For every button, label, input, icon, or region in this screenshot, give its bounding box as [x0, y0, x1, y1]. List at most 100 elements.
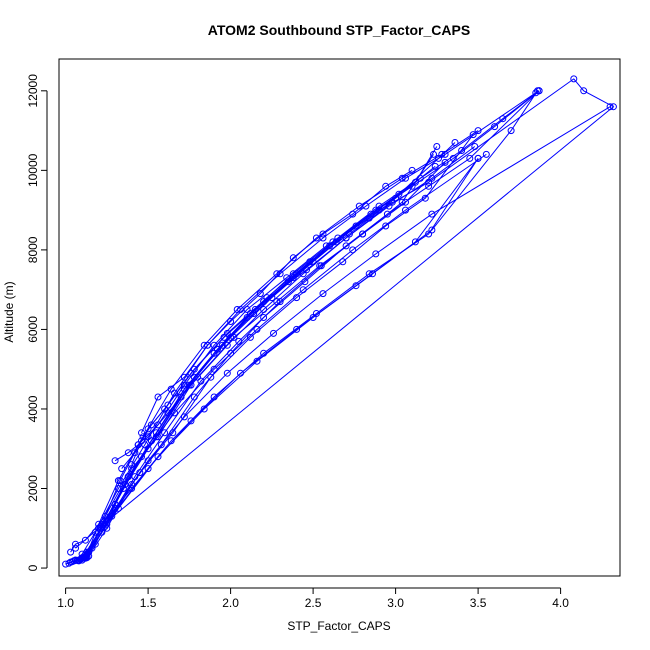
data-point — [383, 210, 391, 218]
data-point — [210, 365, 218, 373]
data-point — [339, 258, 347, 266]
series-line — [81, 90, 538, 559]
y-axis-label: Altitude (m) — [2, 281, 16, 342]
data-point — [180, 413, 188, 421]
data-point — [180, 373, 188, 381]
x-tick-label: 1.0 — [57, 596, 74, 610]
data-point — [435, 154, 442, 162]
data-point — [382, 222, 390, 230]
data-point — [349, 246, 357, 254]
series-line — [86, 106, 611, 557]
data-point — [118, 465, 126, 473]
data-point — [164, 409, 172, 417]
data-point — [114, 504, 122, 512]
data-point — [161, 429, 169, 437]
data-point — [451, 139, 459, 146]
x-axis-label: STP_Factor_CAPS — [287, 619, 390, 633]
data-point — [491, 123, 499, 131]
data-point — [233, 306, 241, 313]
data-point — [469, 131, 477, 139]
x-tick-label: 1.5 — [140, 596, 157, 610]
series-line — [121, 162, 446, 469]
data-point — [433, 143, 441, 150]
x-tick-label: 3.0 — [387, 596, 404, 610]
y-tick-label: 10000 — [26, 153, 40, 187]
data-point — [171, 409, 178, 417]
data-point — [67, 548, 75, 556]
data-point — [430, 150, 437, 158]
data-point — [218, 341, 226, 349]
x-tick-label: 4.0 — [552, 596, 569, 610]
series-20 — [128, 162, 439, 469]
y-tick-label: 8000 — [26, 236, 40, 263]
data-point — [289, 254, 297, 262]
data-point — [124, 449, 132, 457]
series-line — [84, 153, 487, 559]
data-point — [507, 127, 515, 135]
data-point — [392, 194, 400, 202]
data-point — [144, 433, 152, 441]
data-point — [167, 437, 175, 445]
data-point — [128, 465, 136, 473]
data-point — [144, 457, 152, 465]
data-point — [128, 461, 136, 469]
data-point — [372, 250, 380, 258]
series-13 — [83, 103, 614, 560]
data-point — [154, 453, 162, 461]
data-point — [95, 520, 103, 528]
data-point — [136, 469, 144, 477]
data-point — [68, 558, 76, 566]
data-point — [200, 405, 208, 413]
y-axis: 0 2000 4000 6000 8000 10000 12000 — [26, 74, 48, 571]
data-point — [154, 393, 162, 401]
data-point — [319, 234, 327, 242]
data-point — [83, 550, 91, 558]
data-point — [293, 325, 301, 333]
plot-frame — [58, 58, 621, 577]
data-point — [260, 314, 268, 321]
data-point — [609, 103, 617, 111]
data-point — [270, 329, 277, 337]
data-point — [147, 421, 155, 429]
y-tick-label: 12000 — [26, 74, 40, 108]
data-point — [235, 337, 243, 345]
data-point — [138, 453, 145, 461]
data-point — [411, 178, 419, 186]
data-point — [187, 381, 195, 389]
x-tick-label: 3.5 — [470, 596, 487, 610]
data-point — [580, 87, 588, 95]
data-point — [402, 206, 409, 214]
data-point — [230, 333, 238, 341]
data-point — [303, 266, 310, 274]
data-point — [312, 234, 320, 242]
series-18 — [138, 166, 416, 437]
data-point — [425, 182, 433, 190]
data-point — [316, 262, 324, 270]
series-line — [86, 217, 370, 555]
data-point — [253, 325, 261, 333]
data-point — [474, 127, 482, 135]
data-point — [256, 290, 264, 298]
data-point — [606, 103, 614, 111]
data-point — [207, 373, 215, 381]
series-line — [131, 166, 436, 465]
y-tick-label: 4000 — [26, 395, 40, 422]
data-point — [319, 290, 327, 298]
data-point — [273, 270, 281, 278]
series-line — [141, 169, 413, 434]
data-point — [570, 75, 578, 83]
data-point — [111, 457, 119, 465]
data-point — [408, 166, 416, 174]
data-point — [190, 365, 198, 373]
data-point — [471, 143, 479, 150]
data-point — [428, 210, 436, 218]
data-point — [369, 270, 376, 278]
data-point — [194, 373, 202, 381]
data-point — [474, 154, 482, 162]
data-point — [349, 210, 357, 218]
data-point — [322, 242, 330, 250]
series-16 — [78, 87, 541, 562]
data-point — [144, 465, 152, 473]
